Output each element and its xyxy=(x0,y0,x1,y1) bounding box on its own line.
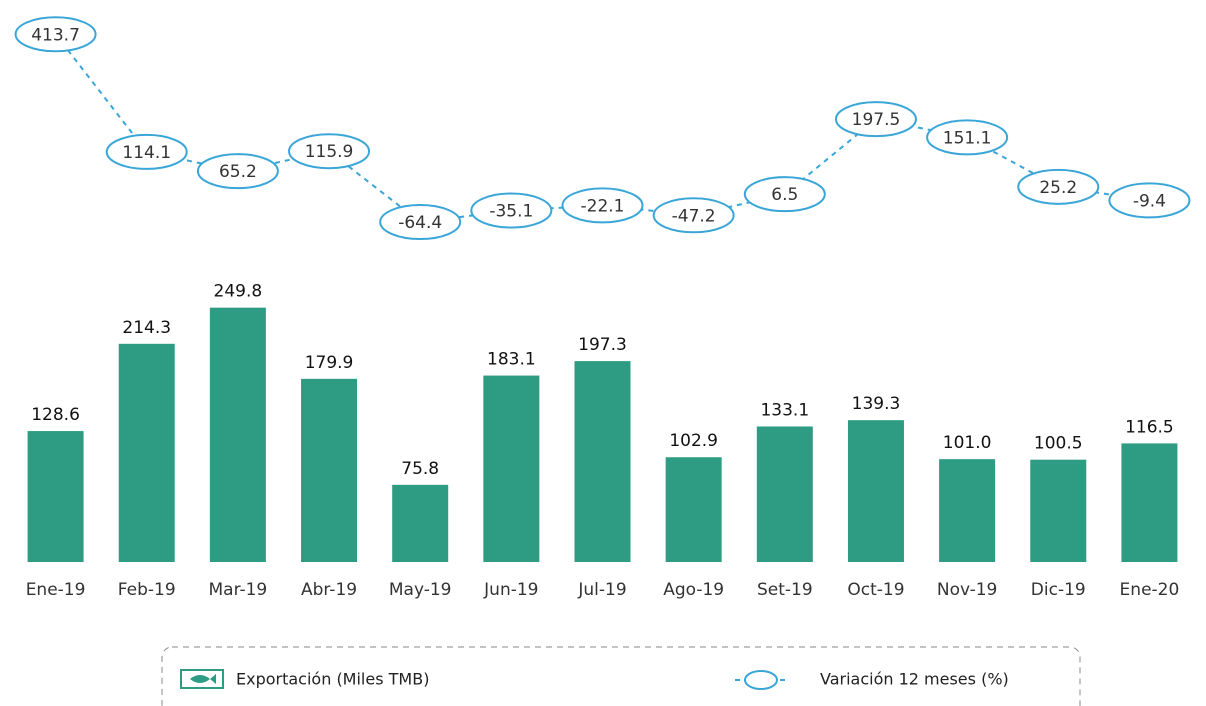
bar xyxy=(301,378,358,562)
data-label: 214.3 xyxy=(122,318,171,338)
data-label: 197.5 xyxy=(852,110,901,130)
bar xyxy=(847,420,904,562)
data-label: -9.4 xyxy=(1133,191,1166,211)
x-tick-label: Feb-19 xyxy=(118,580,176,600)
data-label: -35.1 xyxy=(489,202,533,222)
data-label: 151.1 xyxy=(943,128,992,148)
legend-label: Exportación (Miles TMB) xyxy=(236,670,429,689)
data-label: 183.1 xyxy=(487,350,536,370)
data-label: 114.1 xyxy=(122,143,171,163)
point xyxy=(379,204,462,241)
bar xyxy=(209,307,266,562)
x-tick-label: Jun-19 xyxy=(483,580,538,600)
x-tick-label: May-19 xyxy=(389,580,452,600)
data-label: 115.9 xyxy=(305,142,354,162)
data-label: 179.9 xyxy=(305,353,354,373)
bar xyxy=(1121,443,1178,562)
bar xyxy=(574,361,631,562)
point xyxy=(470,192,553,229)
x-tick-label: Mar-19 xyxy=(209,580,268,600)
x-tick-label: Ago-19 xyxy=(663,580,724,600)
point xyxy=(1017,168,1100,205)
data-label: 128.6 xyxy=(31,405,80,425)
legend-line-icon xyxy=(735,670,788,690)
point xyxy=(743,176,826,213)
x-tick-label: Jul-19 xyxy=(577,580,626,600)
x-tick-label: Dic-19 xyxy=(1031,580,1086,600)
data-label: 133.1 xyxy=(760,400,809,420)
point xyxy=(652,197,735,234)
x-tick-label: Oct-19 xyxy=(847,580,904,600)
bar xyxy=(483,375,540,562)
point xyxy=(105,133,188,170)
point xyxy=(1108,182,1191,219)
data-label: 65.2 xyxy=(219,162,257,182)
data-label: 197.3 xyxy=(578,335,627,355)
data-label: -64.4 xyxy=(398,213,442,233)
data-label: 101.0 xyxy=(943,433,992,453)
data-label: 249.8 xyxy=(214,282,263,302)
point xyxy=(561,187,644,224)
point xyxy=(14,16,97,53)
data-label: -22.1 xyxy=(581,196,625,216)
legend-label: Variación 12 meses (%) xyxy=(820,670,1009,689)
data-label: 25.2 xyxy=(1039,178,1077,198)
data-label: 413.7 xyxy=(31,25,80,45)
bar xyxy=(939,459,996,562)
bar xyxy=(1030,459,1087,562)
point xyxy=(196,153,279,190)
data-label: -47.2 xyxy=(672,206,716,226)
bar xyxy=(392,484,449,562)
bar xyxy=(756,426,813,562)
legend-bar-icon xyxy=(180,669,224,689)
point xyxy=(834,101,917,138)
bar xyxy=(118,343,175,562)
x-tick-label: Ene-20 xyxy=(1120,580,1180,600)
data-label: 116.5 xyxy=(1125,417,1174,437)
data-label: 75.8 xyxy=(401,459,439,479)
x-tick-label: Abr-19 xyxy=(301,580,357,600)
point xyxy=(926,119,1009,156)
x-tick-label: Set-19 xyxy=(757,580,813,600)
data-label: 6.5 xyxy=(771,185,798,205)
bar xyxy=(27,431,84,562)
data-label: 139.3 xyxy=(852,394,901,414)
x-tick-label: Ene-19 xyxy=(26,580,86,600)
point xyxy=(288,133,371,170)
bar xyxy=(665,457,722,562)
data-label: 100.5 xyxy=(1034,434,1083,454)
data-label: 102.9 xyxy=(669,431,718,451)
x-tick-label: Nov-19 xyxy=(937,580,998,600)
